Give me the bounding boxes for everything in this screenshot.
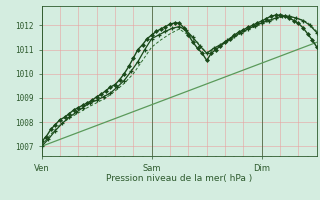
X-axis label: Pression niveau de la mer( hPa ): Pression niveau de la mer( hPa )	[106, 174, 252, 183]
